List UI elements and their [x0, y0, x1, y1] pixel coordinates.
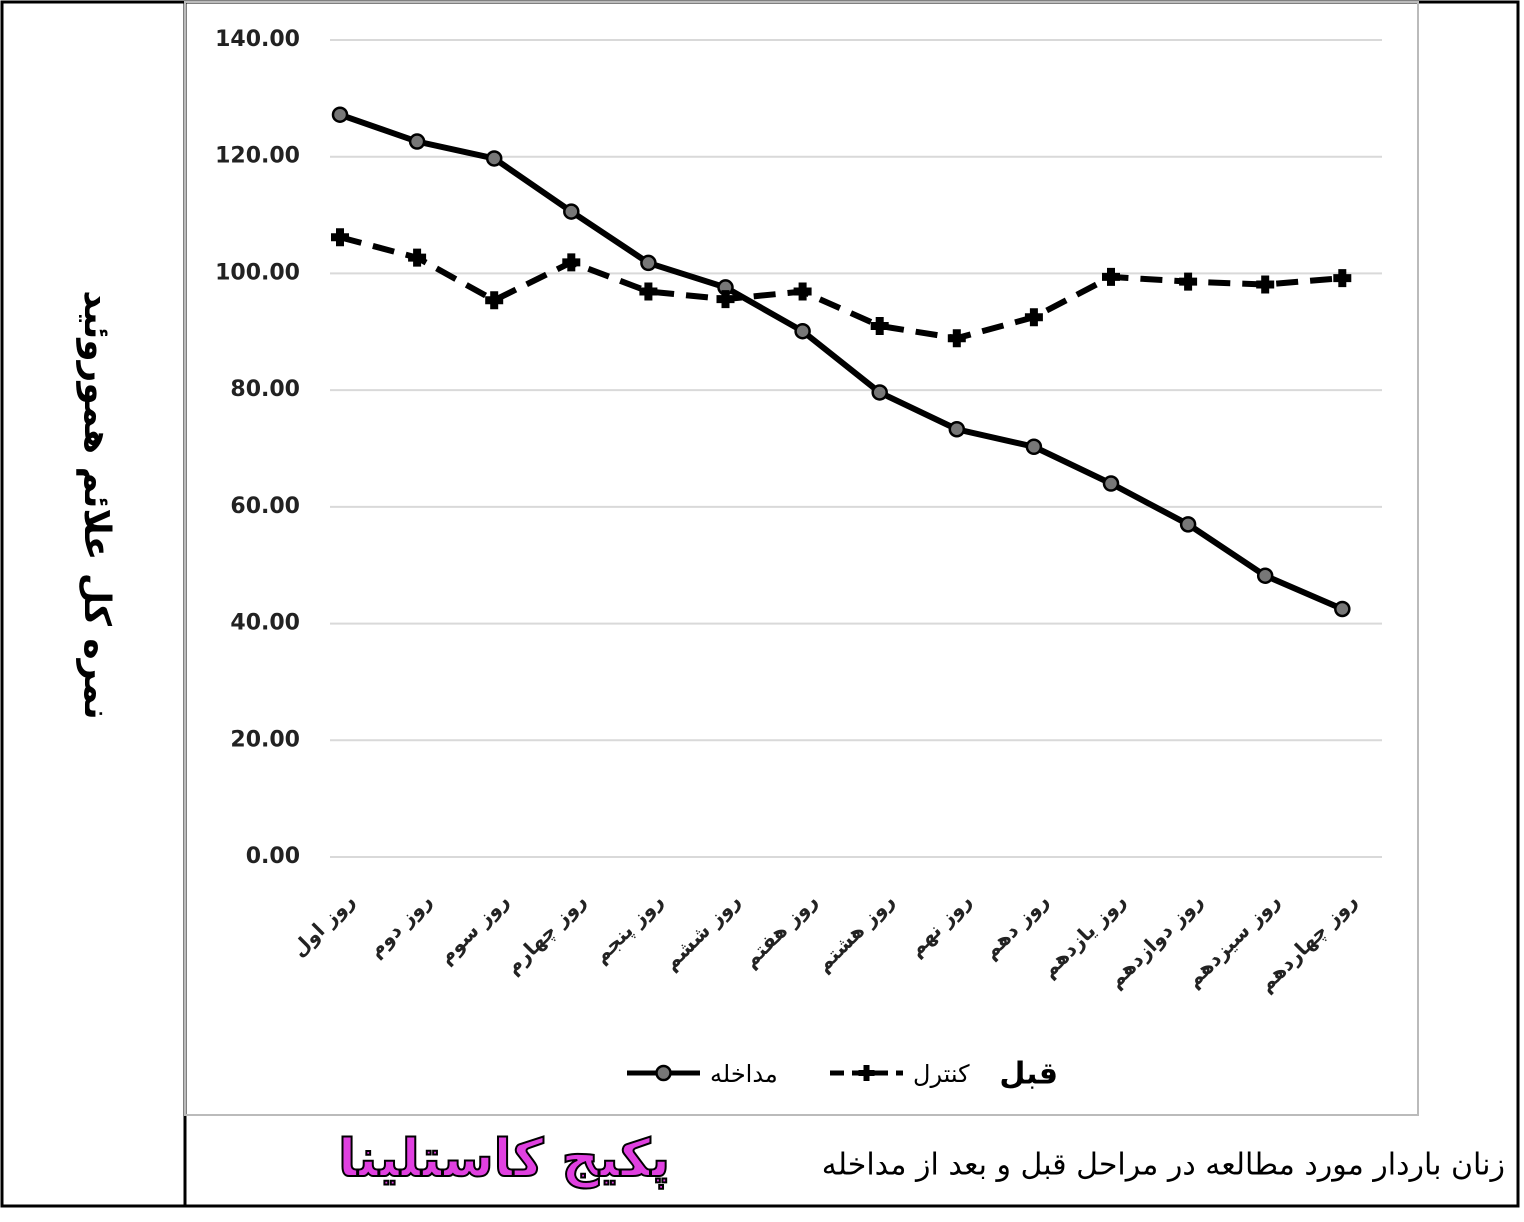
marker	[793, 282, 812, 301]
marker	[1256, 567, 1274, 584]
x-tick-label: روز هشتم	[811, 888, 899, 976]
marker	[485, 291, 504, 310]
legend-note: قبل	[999, 1057, 1058, 1092]
marker	[563, 203, 580, 220]
y-tick-label: 100.00	[215, 260, 300, 285]
x-tick-label: روز دوم	[363, 888, 436, 961]
marker	[794, 322, 811, 340]
y-tick-label: 120.00	[215, 144, 300, 169]
marker	[485, 150, 503, 167]
y-tick-label: 60.00	[230, 494, 300, 519]
y-tick-label: 140.00	[215, 27, 300, 52]
y-tick-label: 40.00	[230, 611, 300, 636]
marker	[1179, 272, 1198, 291]
y-axis-title: نمره کل علائم هموروئید	[76, 290, 117, 719]
marker	[1102, 475, 1120, 492]
marker	[1025, 438, 1043, 455]
legend-label: مداخله	[710, 1060, 778, 1088]
x-tick-label: روز پنجم	[588, 888, 668, 968]
caption: زنان باردار مورد مطالعه در مراحل قبل و ب…	[822, 1148, 1505, 1183]
marker	[947, 329, 966, 348]
marker	[331, 106, 349, 123]
plot-frame	[184, 1, 1419, 1116]
legend-marker	[858, 1065, 875, 1081]
marker	[1333, 269, 1352, 288]
x-tick-label: روز سوم	[434, 888, 514, 968]
x-tick-label: روز ششم	[659, 888, 745, 974]
legend-marker	[655, 1064, 672, 1082]
marker	[1024, 308, 1043, 327]
x-tick-label: روز اول	[287, 888, 360, 961]
x-tick-label: روز نهم	[904, 888, 977, 961]
x-tick-label: روز هفتم	[738, 888, 822, 972]
marker	[562, 253, 581, 272]
x-tick-label: روز چهارم	[500, 888, 591, 979]
marker	[640, 254, 657, 272]
marker	[1102, 267, 1120, 286]
x-tick-label: روز دهم	[978, 888, 1053, 963]
series-line	[339, 234, 1343, 342]
watermark: پکیج کاستلینا	[338, 1129, 670, 1189]
y-tick-label: 0.00	[246, 844, 300, 869]
legend-label: کنترل	[913, 1060, 970, 1088]
marker	[1334, 600, 1351, 618]
marker	[408, 248, 427, 267]
series-line	[339, 111, 1344, 612]
marker	[1256, 275, 1275, 294]
marker	[639, 282, 658, 301]
y-tick-label: 20.00	[230, 727, 300, 752]
marker	[331, 228, 349, 247]
marker	[870, 316, 889, 335]
marker	[1179, 516, 1197, 533]
marker	[871, 384, 888, 401]
marker	[408, 133, 426, 150]
marker	[948, 420, 966, 438]
marker	[716, 290, 735, 309]
y-tick-label: 80.00	[230, 377, 300, 402]
